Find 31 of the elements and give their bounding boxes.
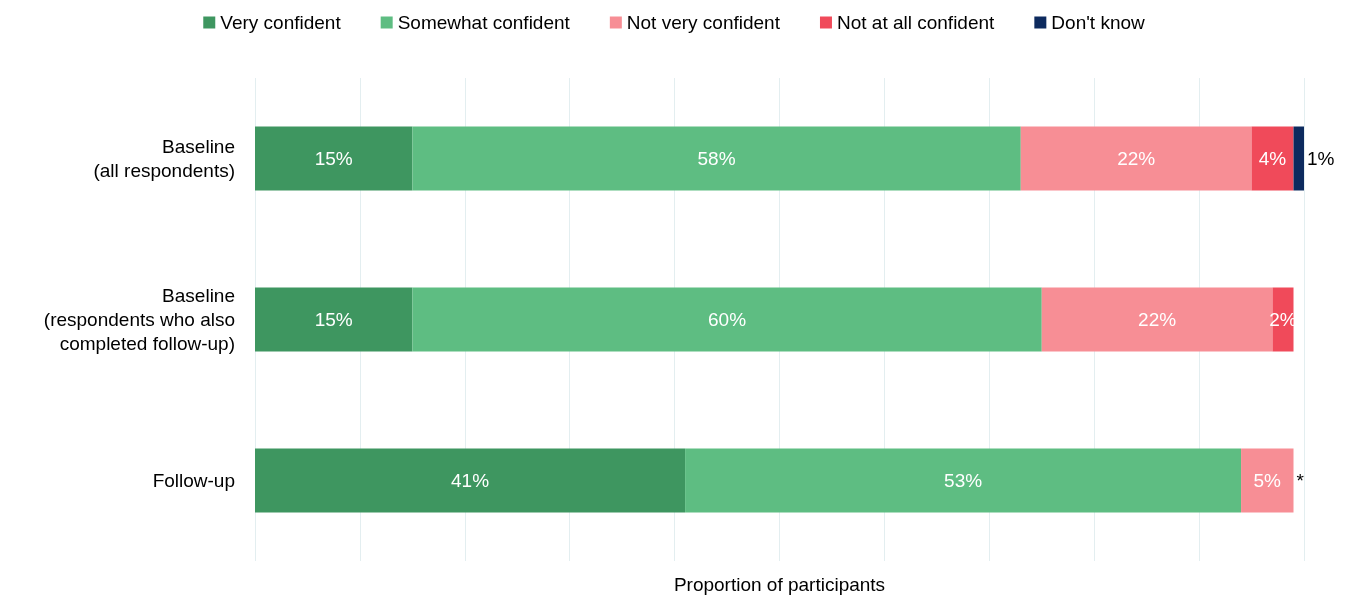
y-tick-label: Follow-up [152,470,235,491]
legend-label: Don't know [1051,12,1146,33]
legend-label: Not at all confident [836,12,996,33]
data-label: 4% [1258,148,1287,169]
data-label: 53% [944,470,983,491]
legend-label: Not very confident [626,12,781,33]
bar [685,448,1242,513]
data-label: 1% [1307,148,1335,169]
data-label: 5% [1253,470,1282,491]
bar [1241,448,1294,513]
x-axis-title: Proportion of participants [673,574,886,595]
bar [412,126,1021,191]
bar [255,448,686,513]
data-label: 15% [314,148,353,169]
y-tick-label: Baseline (all respondents) [93,136,235,181]
bar [1251,126,1294,191]
bar [1020,126,1252,191]
bar [1293,126,1304,191]
legend-label: Very confident [220,12,342,33]
data-label: 15% [314,309,353,330]
data-label: 41% [451,470,490,491]
data-label: 60% [708,309,747,330]
data-label: 22% [1117,148,1156,169]
legend-label: Somewhat confident [397,12,571,33]
y-tick-label: Baseline (respondents who also completed follow-up) [43,285,235,354]
data-label: * [1296,470,1305,491]
data-label: 58% [697,148,736,169]
bar [412,287,1042,352]
bar [255,287,413,352]
data-label: 22% [1138,309,1177,330]
bar [255,126,413,191]
